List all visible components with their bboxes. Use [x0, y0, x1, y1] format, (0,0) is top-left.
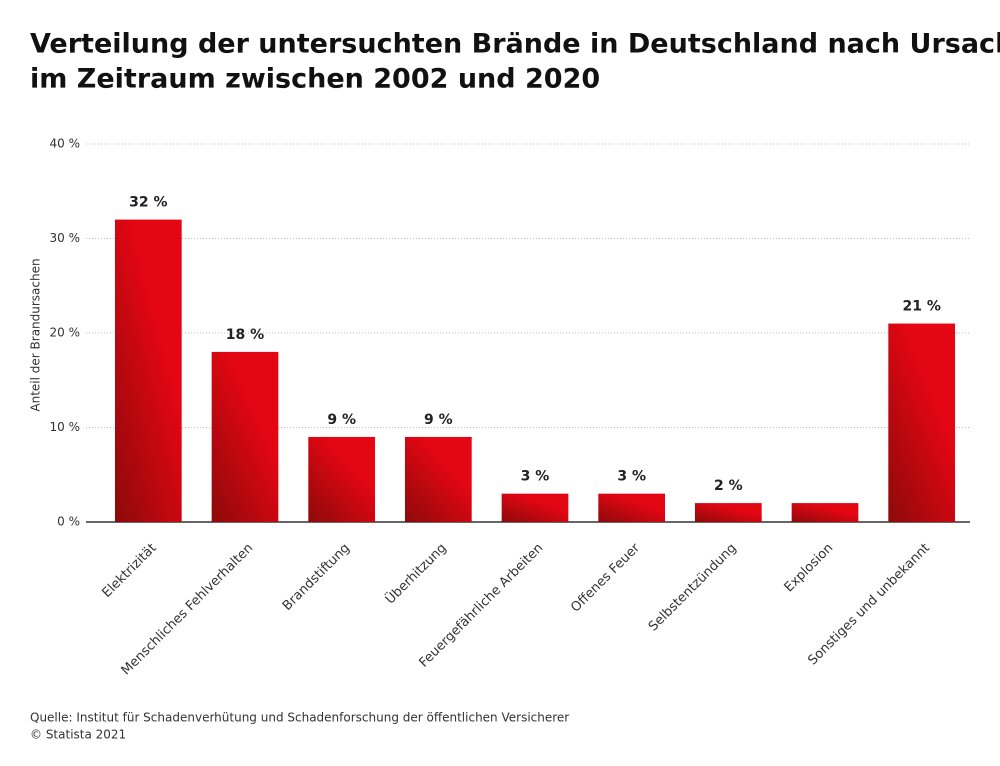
source: Quelle: Institut für Schadenverhütung un…: [30, 711, 569, 725]
value-label: 18 %: [226, 327, 264, 343]
bar: [791, 503, 859, 522]
bar: [308, 436, 376, 522]
bar: [501, 493, 569, 522]
x-tick-label: Selbstentzündung: [646, 541, 740, 635]
bar: [211, 351, 279, 522]
value-label: 21 %: [902, 299, 940, 315]
y-tick-label: 40 %: [50, 137, 81, 151]
bar: [694, 503, 762, 522]
source: © Statista 2021: [30, 728, 126, 742]
x-tick-label: Explosion: [782, 541, 837, 596]
value-label: 9 %: [327, 412, 356, 428]
x-tick-label: Brandstiftung: [280, 541, 353, 614]
bar: [888, 323, 956, 522]
bar: [598, 493, 666, 522]
value-label: 2 %: [714, 478, 743, 494]
y-tick-label: 0 %: [57, 515, 80, 529]
x-tick-label: Überhitzung: [381, 539, 449, 607]
y-tick-label: 10 %: [50, 420, 81, 434]
chart-title: im Zeitraum zwischen 2002 und 2020: [30, 64, 600, 95]
chart-title: Verteilung der untersuchten Brände in De…: [30, 29, 1000, 60]
y-tick-label: 20 %: [50, 326, 81, 340]
bar: [114, 219, 182, 522]
x-tick-label: Offenes Feuer: [568, 540, 643, 615]
y-axis-label: Anteil der Brandursachen: [29, 258, 43, 411]
x-tick-label: Elektrizität: [100, 541, 160, 601]
y-tick-label: 30 %: [50, 231, 81, 245]
value-label: 9 %: [424, 412, 453, 428]
bar: [404, 436, 472, 522]
value-label: 32 %: [129, 195, 167, 211]
value-label: 3 %: [617, 469, 646, 485]
value-label: 3 %: [521, 469, 550, 485]
